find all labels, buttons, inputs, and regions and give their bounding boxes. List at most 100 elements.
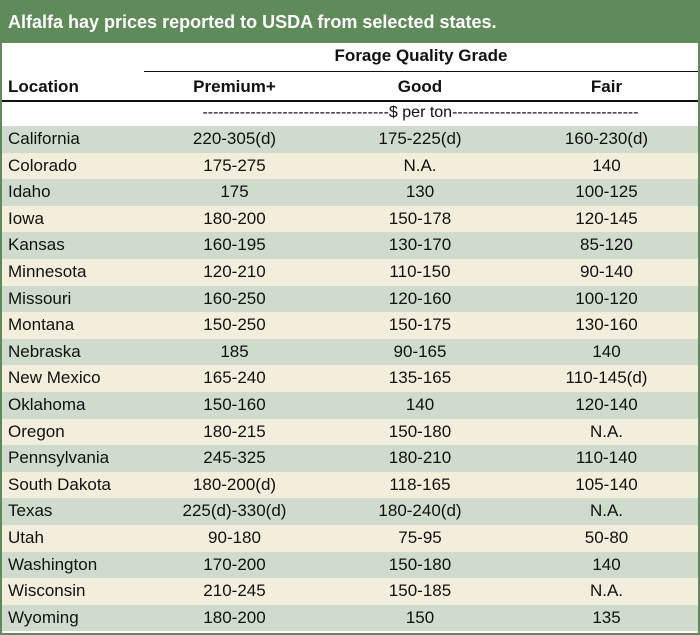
premium-cell: 160-250	[203, 288, 266, 308]
table-row: Iowa 180-200 150-178 120-145	[2, 205, 698, 233]
premium-column-header: Premium+	[193, 77, 276, 96]
premium-cell: 150-250	[203, 315, 266, 335]
table-row: Oklahoma 150-160 140 120-140	[2, 391, 698, 419]
premium-cell: 175-275	[203, 155, 266, 175]
premium-cell: 180-215	[203, 421, 266, 441]
location-cell: Iowa	[8, 208, 44, 228]
table-row: Pennsylvania 245-325 180-210 110-140	[2, 445, 698, 472]
location-cell: Oklahoma	[8, 394, 86, 414]
location-cell: Oregon	[8, 421, 65, 441]
table-row: Wyoming 180-200 150 135	[2, 604, 698, 632]
fair-cell: 160-230(d)	[564, 129, 649, 148]
good-cell: N.A.	[403, 155, 437, 175]
fair-cell: 105-140	[575, 474, 638, 494]
fair-cell: 100-120	[575, 288, 638, 308]
premium-cell: 165-240	[203, 368, 266, 388]
location-cell: Texas	[8, 501, 53, 521]
table-row: California 220-305(d) 175-225(d) 160-230(d)	[2, 126, 698, 153]
location-cell: California	[8, 129, 80, 148]
good-cell: 150-180	[388, 554, 452, 574]
premium-cell: 170-200	[203, 554, 266, 574]
table-row: Missouri 160-250 120-160 100-120	[2, 285, 698, 313]
fair-cell: 140	[592, 554, 621, 574]
location-cell: Pennsylvania	[8, 448, 110, 468]
location-cell: New Mexico	[8, 368, 101, 388]
fair-cell: 100-125	[575, 182, 638, 202]
location-cell: Minnesota	[8, 261, 87, 281]
premium-cell: 220-305(d)	[192, 129, 277, 148]
fair-cell: 50-80	[584, 527, 629, 547]
table-row: Wisconsin 210-245 150-185 N.A.	[2, 578, 698, 605]
table-row: Texas 225(d)-330(d) 180-240(d) N.A.	[2, 498, 698, 525]
fair-cell: 110-140	[575, 448, 638, 468]
forage-quality-grade-label: Forage Quality Grade	[334, 46, 508, 65]
table-header: Forage Quality Grade Location Premium+ G…	[2, 43, 698, 102]
location-cell: Nebraska	[8, 341, 81, 361]
fair-cell: 130-160	[575, 315, 638, 335]
premium-cell: 160-195	[203, 235, 266, 255]
fair-cell: N.A.	[589, 581, 624, 601]
location-cell: Idaho	[8, 182, 51, 202]
fair-cell: 90-140	[580, 261, 633, 281]
fair-cell: 140	[592, 341, 621, 361]
units-row: -----------------------------------$ per…	[2, 102, 698, 126]
table-body: California 220-305(d) 175-225(d) 160-230(d)…	[2, 126, 698, 632]
good-cell: 180-240(d)	[378, 501, 462, 521]
table-row: Kansas 160-195 130-170 85-120	[2, 232, 698, 259]
group-underline	[144, 71, 698, 72]
location-cell: Washington	[8, 554, 98, 574]
location-cell: South Dakota	[8, 474, 112, 494]
premium-cell: 210-245	[203, 581, 266, 601]
location-column-header: Location	[8, 77, 79, 96]
fair-cell: N.A.	[589, 501, 624, 521]
premium-cell: 150-160	[203, 394, 266, 414]
good-cell: 150-185	[388, 581, 452, 601]
fair-cell: 85-120	[580, 235, 633, 255]
fair-cell: 135	[592, 607, 621, 627]
table-row: South Dakota 180-200(d) 118-165 105-140	[2, 471, 698, 499]
good-cell: 150-180	[388, 421, 452, 441]
table-row: Nebraska 185 90-165 140	[2, 338, 698, 366]
fair-cell: 140	[592, 155, 621, 175]
table-row: Colorado 175-275 N.A. 140	[2, 152, 698, 180]
location-cell: Kansas	[8, 235, 65, 255]
good-cell: 110-150	[389, 261, 451, 281]
good-cell: 120-160	[388, 288, 452, 308]
good-cell: 130-170	[388, 235, 452, 255]
location-cell: Missouri	[8, 288, 72, 308]
table-row: Oregon 180-215 150-180 N.A.	[2, 418, 698, 446]
location-cell: Montana	[8, 315, 75, 335]
good-cell: 150-178	[388, 208, 452, 228]
good-cell: 140	[405, 394, 435, 414]
premium-cell: 225(d)-330(d)	[182, 501, 287, 521]
premium-cell: 90-180	[208, 527, 261, 547]
premium-cell: 245-325	[203, 448, 266, 468]
good-cell: 180-210	[388, 448, 452, 468]
header-rule	[2, 100, 698, 102]
units-label: -----------------------------------$ per…	[202, 104, 639, 121]
good-cell: 75-95	[398, 527, 442, 547]
location-cell: Colorado	[8, 155, 77, 175]
premium-cell: 180-200(d)	[192, 474, 277, 494]
table-row: Idaho 175 130 100-125	[2, 179, 698, 206]
premium-cell: 175	[220, 182, 249, 202]
table-title: Alfalfa hay prices reported to USDA from…	[2, 2, 698, 43]
good-cell: 150-175	[388, 315, 452, 335]
good-cell: 135-165	[388, 368, 452, 388]
location-cell: Utah	[8, 527, 44, 547]
premium-cell: 180-200	[203, 607, 266, 627]
table-row: Montana 150-250 150-175 130-160	[2, 312, 698, 339]
good-cell: 130	[405, 182, 435, 202]
good-column-header: Good	[397, 77, 443, 96]
location-cell: Wisconsin	[8, 581, 86, 601]
fair-cell: 120-140	[575, 394, 638, 414]
fair-cell: 120-145	[575, 208, 638, 228]
location-cell: Wyoming	[8, 607, 79, 627]
table-row: Utah 90-180 75-95 50-80	[2, 524, 698, 552]
premium-cell: 185	[220, 341, 249, 361]
fair-cell: 110-145(d)	[565, 368, 648, 388]
good-cell: 150	[405, 607, 435, 627]
table-row: New Mexico 165-240 135-165 110-145(d)	[2, 365, 698, 392]
good-cell: 175-225(d)	[378, 129, 462, 148]
